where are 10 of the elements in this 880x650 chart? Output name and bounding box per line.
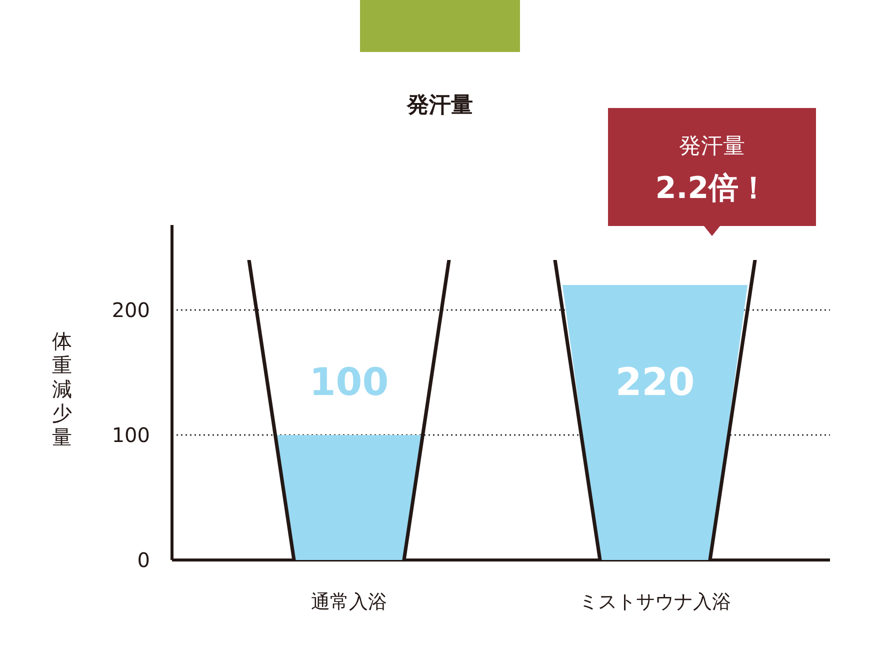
text: 発汗量 2.2倍！ <box>655 134 769 206</box>
data-label: 100 <box>309 360 389 404</box>
y-axis-title: 体重減少量 <box>52 329 72 449</box>
y-tick-label: 0 <box>137 548 150 572</box>
chart-title: 発汗量 <box>406 93 473 118</box>
x-tick-label: ミストサウナ入浴 <box>579 591 731 613</box>
data-label: 220 <box>615 360 695 404</box>
x-tick-label: 通常入浴 <box>311 591 387 613</box>
y-tick-label: 100 <box>112 423 150 447</box>
y-tick-label: 200 <box>112 298 150 322</box>
